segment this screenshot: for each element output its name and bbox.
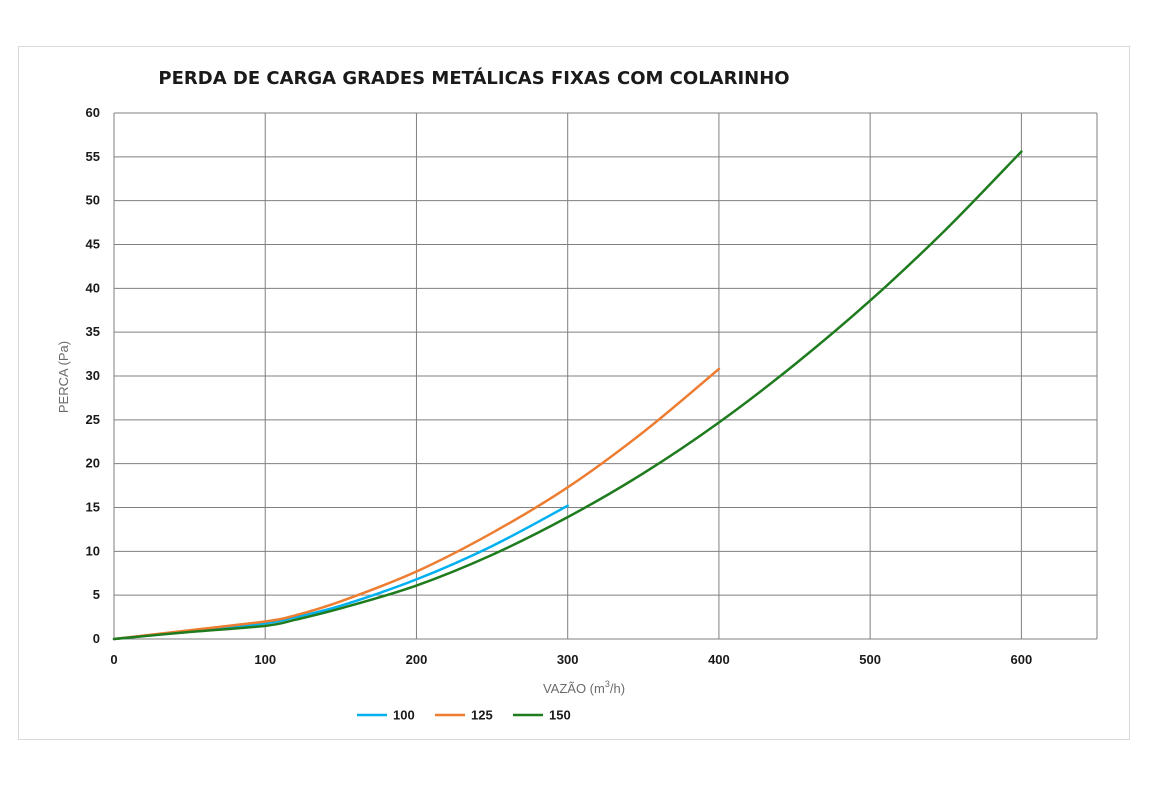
series-line-125	[112, 367, 721, 641]
y-tick-label: 15	[86, 500, 100, 515]
x-axis-label-prefix: VAZÃO (m	[543, 681, 605, 696]
x-tick-label: 500	[859, 652, 881, 667]
legend-label-100: 100	[393, 708, 415, 723]
x-tick-label: 400	[708, 652, 730, 667]
line-chart: PERDA DE CARGA GRADES METÁLICAS FIXAS CO…	[56, 67, 1098, 723]
x-tick-label: 0	[110, 652, 117, 667]
legend-label-125: 125	[471, 708, 493, 723]
x-axis-label-superscript: 3	[605, 679, 610, 689]
series-line-150	[112, 150, 1023, 641]
legend-label-150: 150	[549, 708, 571, 723]
chart-container: PERDA DE CARGA GRADES METÁLICAS FIXAS CO…	[18, 46, 1130, 740]
x-tick-label: 200	[406, 652, 428, 667]
y-tick-label: 10	[86, 543, 100, 558]
grid	[113, 112, 1098, 640]
y-tick-label: 5	[93, 587, 100, 602]
y-tick-label: 35	[86, 324, 100, 339]
x-tick-label: 300	[557, 652, 579, 667]
x-axis-label-suffix: /h)	[610, 681, 625, 696]
y-tick-label: 50	[86, 193, 100, 208]
y-tick-label: 60	[86, 105, 100, 120]
chart-title: PERDA DE CARGA GRADES METÁLICAS FIXAS CO…	[158, 67, 789, 89]
y-tick-label: 20	[86, 456, 100, 471]
y-tick-label: 55	[86, 149, 100, 164]
y-tick-label: 0	[93, 631, 100, 646]
y-tick-label: 30	[86, 368, 100, 383]
y-tick-label: 40	[86, 280, 100, 295]
series-lines	[112, 150, 1023, 641]
y-tick-label: 25	[86, 412, 100, 427]
legend: 100 125 150	[357, 708, 571, 723]
x-tick-label: 100	[254, 652, 276, 667]
series-line-100	[112, 504, 569, 641]
y-axis-label: PERCA (Pa)	[56, 341, 71, 413]
x-axis-label: VAZÃO (m3/h)	[543, 679, 625, 696]
y-tick-label: 45	[86, 237, 100, 252]
x-tick-label: 600	[1011, 652, 1033, 667]
